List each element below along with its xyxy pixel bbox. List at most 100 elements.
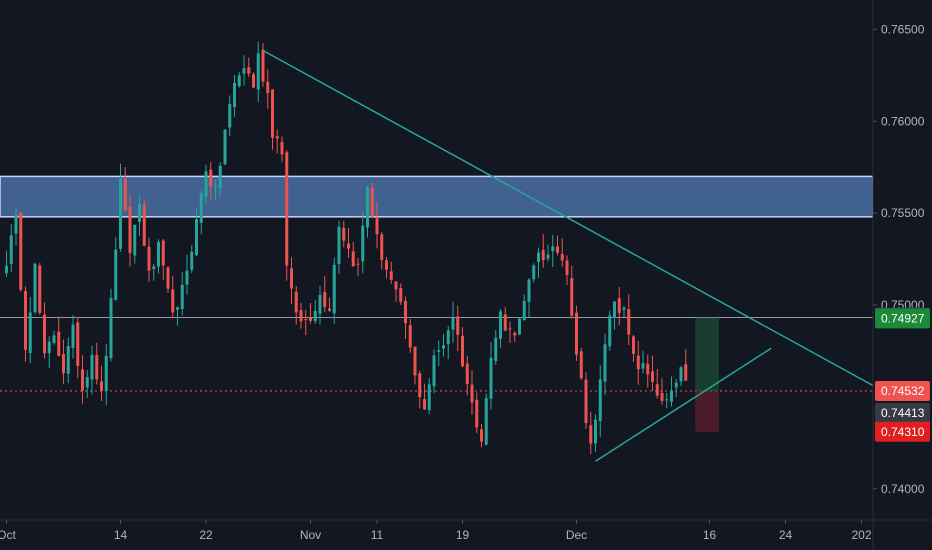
candle — [223, 128, 227, 166]
candle-body — [119, 178, 122, 249]
candle-body — [47, 341, 51, 354]
candle — [71, 315, 75, 359]
candle-body — [565, 260, 569, 275]
candle — [19, 212, 23, 292]
candle-body — [660, 392, 664, 401]
candle-body — [499, 311, 502, 339]
candle-body — [138, 203, 141, 222]
position-target-zone[interactable] — [695, 317, 719, 392]
candle-body — [280, 141, 284, 155]
candle — [418, 370, 422, 409]
candle — [660, 378, 664, 405]
candle-body — [370, 187, 374, 217]
candle-body — [518, 318, 521, 335]
candle — [594, 414, 597, 452]
candle-body — [503, 314, 507, 331]
candle-body — [256, 53, 260, 90]
candle — [214, 179, 217, 201]
candle — [43, 302, 46, 359]
candle — [442, 333, 445, 357]
candle — [651, 355, 654, 391]
candle — [114, 237, 118, 301]
candle — [641, 350, 645, 374]
price-label-target-bg — [875, 308, 930, 329]
candle — [85, 370, 89, 398]
time-axis-panel[interactable] — [0, 520, 932, 550]
candle-body — [546, 254, 550, 259]
candle-body — [351, 251, 355, 267]
candle-body — [123, 178, 127, 211]
descending-trendline[interactable] — [262, 49, 915, 409]
horizontal-lines-layer — [0, 317, 873, 392]
trendlines-layer[interactable] — [262, 49, 915, 462]
candle-body — [508, 328, 512, 330]
ascending-trendline[interactable] — [595, 347, 772, 462]
candle-body — [375, 218, 379, 235]
time-tick-label: 202 — [851, 528, 871, 542]
time-tick-label: 19 — [456, 528, 470, 542]
candles-layer — [5, 41, 688, 455]
price-tick-label: 0.75500 — [881, 206, 925, 220]
candle — [423, 383, 426, 410]
candle — [90, 346, 94, 395]
candle — [413, 346, 417, 385]
candle-body — [332, 264, 336, 314]
candle — [522, 294, 526, 321]
position-stop-zone[interactable] — [695, 391, 719, 432]
candle — [470, 370, 474, 415]
candle-body — [252, 74, 255, 88]
candle-body — [223, 129, 227, 165]
candle-body — [38, 265, 42, 313]
candle-body — [57, 331, 61, 356]
candle-body — [556, 246, 559, 253]
candle-body — [484, 397, 488, 445]
candle — [527, 278, 531, 317]
price-axis-panel[interactable] — [873, 0, 932, 550]
candle-body — [33, 263, 37, 313]
candle — [494, 329, 498, 365]
candle — [489, 341, 493, 410]
candle-body — [465, 363, 469, 384]
candle — [679, 365, 683, 386]
candle-body — [76, 322, 80, 366]
candle — [579, 347, 583, 380]
candle-body — [66, 346, 70, 374]
candle — [665, 392, 669, 409]
candle — [152, 263, 156, 281]
candle-body — [627, 309, 631, 335]
candle — [541, 234, 545, 268]
candle-body — [413, 346, 417, 376]
candle — [570, 265, 574, 319]
candle — [252, 72, 255, 89]
candle-body — [218, 165, 222, 189]
price-tick-label: 0.76000 — [881, 114, 925, 128]
candle-body — [432, 355, 436, 387]
candle-body — [228, 104, 232, 128]
time-tick-label: 24 — [779, 528, 793, 542]
candle-body — [613, 301, 616, 318]
candle-body — [85, 377, 89, 388]
candle — [575, 305, 578, 361]
candle — [480, 424, 483, 448]
candle — [532, 263, 536, 283]
candle — [318, 285, 322, 325]
candle — [356, 258, 360, 277]
candle-body — [570, 278, 574, 316]
candle-body — [214, 186, 217, 188]
candle — [176, 306, 179, 326]
candle — [157, 239, 160, 274]
position-tool-layer[interactable] — [695, 317, 719, 432]
candle-body — [641, 363, 645, 369]
candle — [166, 266, 170, 293]
time-tick-label: Dec — [566, 528, 587, 542]
candle-body — [328, 308, 331, 311]
candle — [285, 149, 289, 281]
candle-body — [209, 169, 213, 187]
candle-body — [185, 270, 189, 285]
candle — [332, 257, 336, 324]
candle-body — [81, 369, 84, 391]
candle — [508, 321, 512, 343]
